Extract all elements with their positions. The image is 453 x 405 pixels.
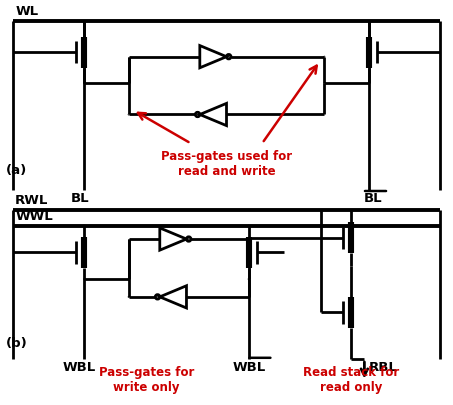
Circle shape [324,56,325,57]
Text: WL: WL [15,4,39,17]
Text: BL: BL [70,192,89,205]
Text: (b): (b) [6,337,28,350]
Text: RBL: RBL [369,361,398,374]
Text: Pass-gates for
write only: Pass-gates for write only [99,366,194,394]
Text: WWL: WWL [15,211,53,224]
Text: WBL: WBL [63,361,96,374]
Text: Read stack for
read only: Read stack for read only [303,366,399,394]
Text: BL: BL [364,192,383,205]
Circle shape [128,296,129,297]
Text: RWL: RWL [15,194,48,207]
Text: (a): (a) [6,164,28,177]
Text: WBL: WBL [232,361,265,374]
Circle shape [128,114,129,115]
Text: Pass-gates used for
read and write: Pass-gates used for read and write [161,150,292,178]
